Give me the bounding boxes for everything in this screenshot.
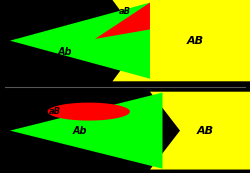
Polygon shape [10,93,162,169]
Text: Ab: Ab [58,47,72,57]
Text: Ab: Ab [73,126,87,136]
Text: AB: AB [196,126,214,136]
Text: aB: aB [49,107,61,116]
Text: aB: aB [119,7,131,16]
Text: AB: AB [186,36,204,46]
Polygon shape [48,103,130,121]
Polygon shape [112,0,250,81]
Polygon shape [95,3,150,39]
Polygon shape [150,92,250,170]
Polygon shape [10,3,150,79]
